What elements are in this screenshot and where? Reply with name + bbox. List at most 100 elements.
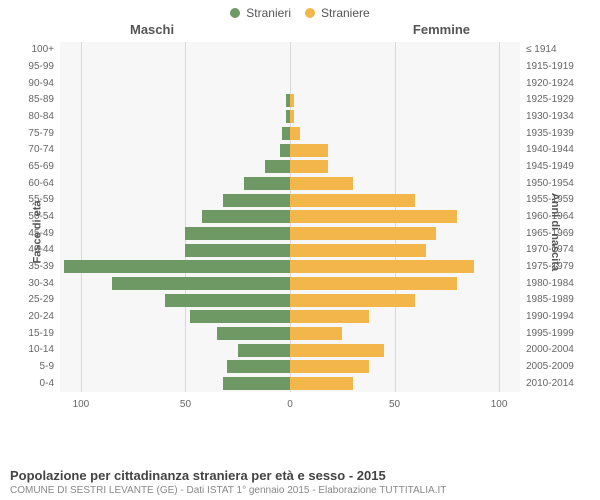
bar-female (290, 344, 384, 357)
bar-female (290, 127, 300, 140)
bar-male (223, 377, 290, 390)
x-axis: 10050050100 (60, 394, 520, 422)
bar-male (185, 244, 290, 257)
bar-row (60, 125, 520, 142)
birth-label: 1950-1954 (526, 179, 574, 189)
age-label: 55-59 (28, 195, 54, 205)
y-labels-age: 100+95-9990-9485-8980-8475-7970-7465-696… (0, 42, 58, 392)
bar-female (290, 110, 294, 123)
bar-female (290, 144, 328, 157)
legend: Stranieri Straniere (0, 0, 600, 22)
bar-row (60, 109, 520, 126)
bar-female (290, 177, 353, 190)
bar-male (227, 360, 290, 373)
bar-row (60, 75, 520, 92)
age-label: 70-74 (28, 145, 54, 155)
birth-label: 2005-2009 (526, 362, 574, 372)
bar-row (60, 59, 520, 76)
plot-inner (60, 42, 520, 392)
bar-row (60, 359, 520, 376)
bar-female (290, 244, 426, 257)
bar-female (290, 360, 369, 373)
birth-label: 1975-1979 (526, 262, 574, 272)
age-label: 100+ (31, 45, 54, 55)
birth-label: 2000-2004 (526, 345, 574, 355)
age-label: 45-49 (28, 229, 54, 239)
age-label: 5-9 (40, 362, 54, 372)
birth-label: 1985-1989 (526, 295, 574, 305)
bar-row (60, 42, 520, 59)
birth-label: 1940-1944 (526, 145, 574, 155)
age-label: 15-19 (28, 329, 54, 339)
bar-male (190, 310, 290, 323)
age-label: 65-69 (28, 162, 54, 172)
birth-label: 1980-1984 (526, 279, 574, 289)
birth-label: ≤ 1914 (526, 45, 557, 55)
birth-label: 1990-1994 (526, 312, 574, 322)
bar-male (265, 160, 290, 173)
bar-female (290, 194, 415, 207)
bar-row (60, 242, 520, 259)
x-tick: 100 (73, 399, 90, 410)
bar-female (290, 310, 369, 323)
bar-male (64, 260, 290, 273)
birth-label: 1970-1974 (526, 245, 574, 255)
bar-row (60, 175, 520, 192)
bar-male (217, 327, 290, 340)
birth-label: 1935-1939 (526, 129, 574, 139)
birth-label: 1955-1959 (526, 195, 574, 205)
bar-female (290, 277, 457, 290)
bar-male (282, 127, 290, 140)
bar-row (60, 292, 520, 309)
bar-female (290, 294, 415, 307)
bar-row (60, 159, 520, 176)
bar-female (290, 327, 342, 340)
bar-row (60, 209, 520, 226)
legend-item-male: Stranieri (230, 6, 291, 20)
bar-male (185, 227, 290, 240)
bar-male (223, 194, 290, 207)
birth-label: 2010-2014 (526, 379, 574, 389)
birth-label: 1915-1919 (526, 62, 574, 72)
header-male: Maschi (130, 22, 174, 37)
bar-row (60, 225, 520, 242)
chart-container: Stranieri Straniere Maschi Femmine Fasce… (0, 0, 600, 500)
x-tick: 50 (389, 399, 400, 410)
age-label: 60-64 (28, 179, 54, 189)
age-label: 95-99 (28, 62, 54, 72)
age-label: 80-84 (28, 112, 54, 122)
x-tick: 100 (491, 399, 508, 410)
legend-swatch-female (305, 8, 315, 18)
birth-label: 1920-1924 (526, 79, 574, 89)
chart-body: Fasce di età Anni di nascita 100+95-9990… (0, 42, 600, 422)
age-label: 25-29 (28, 295, 54, 305)
y-labels-birth: ≤ 19141915-19191920-19241925-19291930-19… (522, 42, 600, 392)
age-label: 0-4 (40, 379, 54, 389)
bar-female (290, 160, 328, 173)
age-label: 50-54 (28, 212, 54, 222)
header-female: Femmine (413, 22, 470, 37)
x-tick: 0 (287, 399, 293, 410)
age-label: 90-94 (28, 79, 54, 89)
bar-row (60, 375, 520, 392)
bar-row (60, 325, 520, 342)
bar-row (60, 259, 520, 276)
chart-subtitle: COMUNE DI SESTRI LEVANTE (GE) - Dati IST… (10, 485, 446, 496)
age-label: 85-89 (28, 95, 54, 105)
birth-label: 1995-1999 (526, 329, 574, 339)
bar-row (60, 342, 520, 359)
birth-label: 1930-1934 (526, 112, 574, 122)
bar-female (290, 94, 294, 107)
legend-label-female: Straniere (321, 6, 370, 20)
age-label: 40-44 (28, 245, 54, 255)
bar-row (60, 142, 520, 159)
plot-area (60, 42, 520, 392)
bar-male (202, 210, 290, 223)
legend-item-female: Straniere (305, 6, 370, 20)
chart-title: Popolazione per cittadinanza straniera p… (10, 468, 446, 483)
age-label: 10-14 (28, 345, 54, 355)
age-label: 35-39 (28, 262, 54, 272)
bar-female (290, 377, 353, 390)
bar-female (290, 210, 457, 223)
bar-male (112, 277, 290, 290)
